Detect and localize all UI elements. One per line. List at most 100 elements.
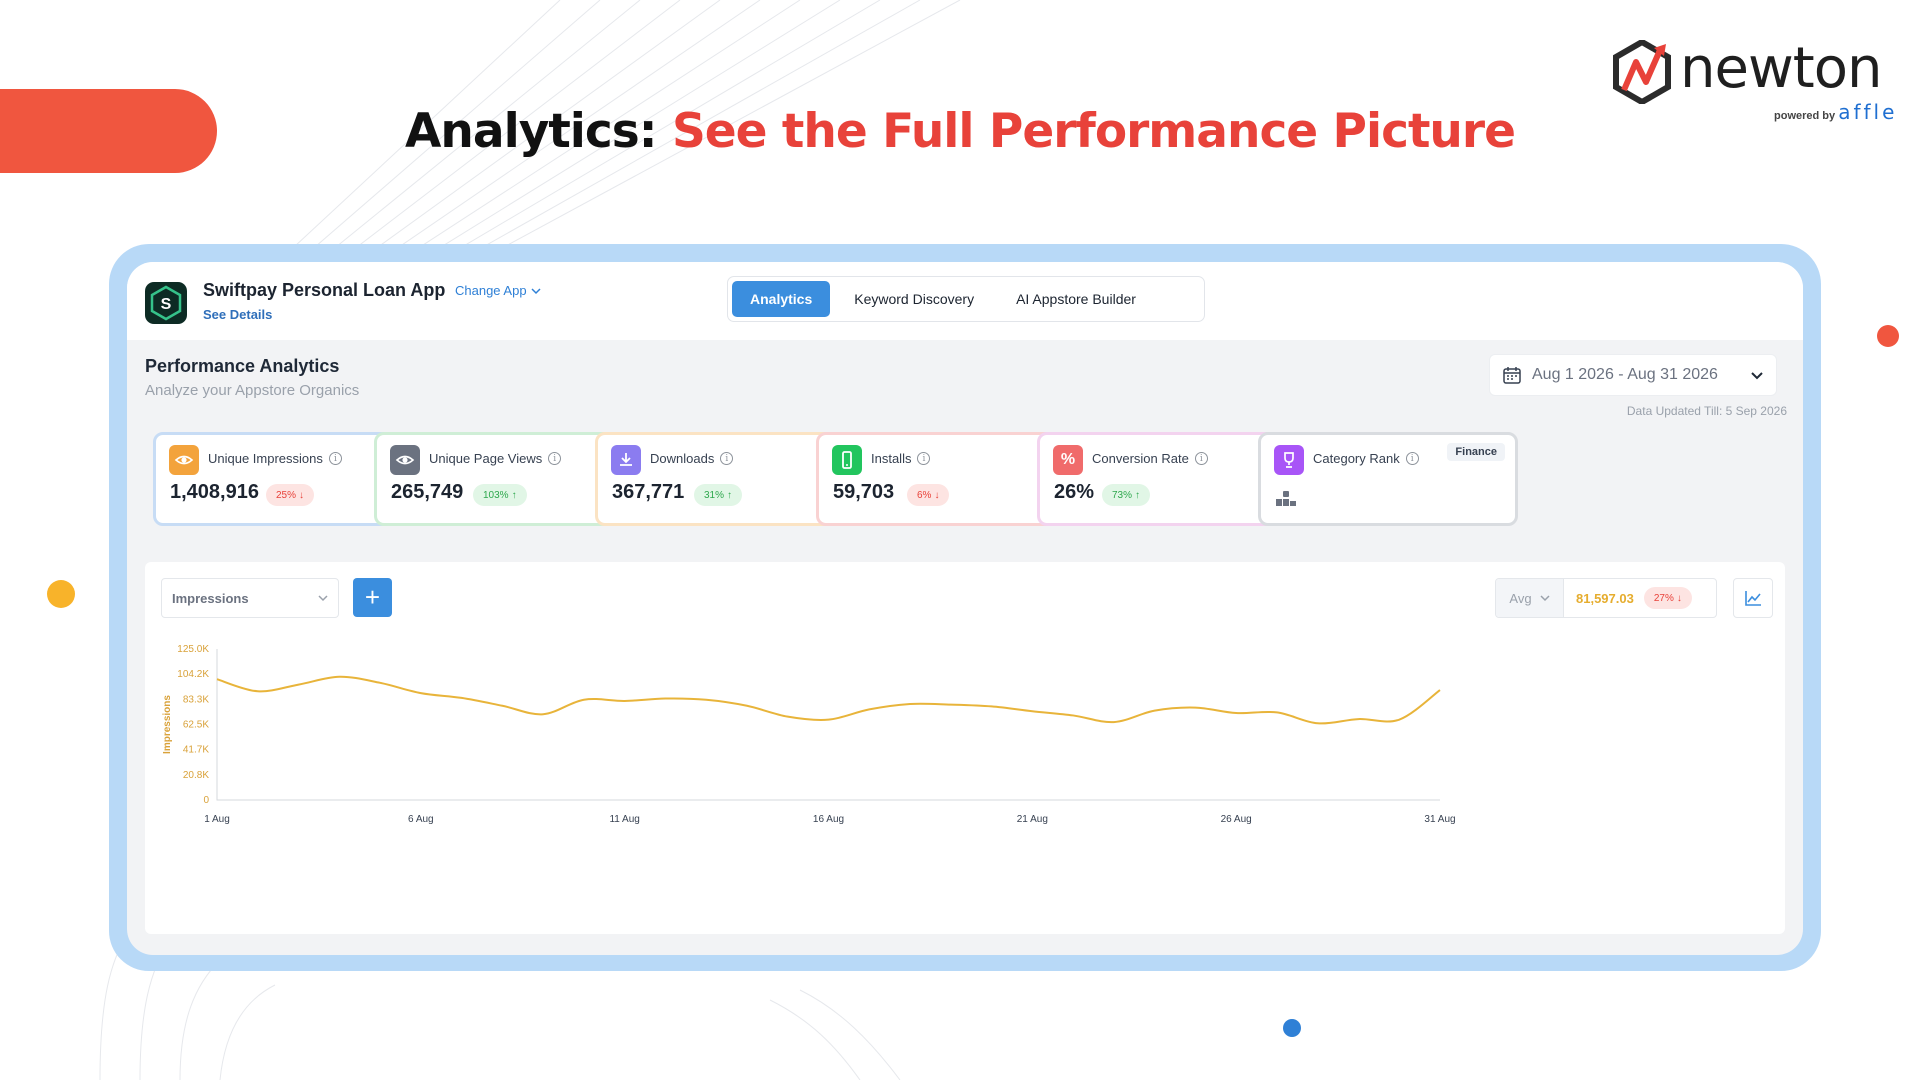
info-icon[interactable]: i [720,452,734,465]
date-range-picker[interactable]: Aug 1 2026 - Aug 31 2026 [1489,354,1777,396]
app-icon: S [145,282,187,324]
main-tabs: Analytics Keyword Discovery AI Appstore … [727,276,1205,322]
average-value: 81,597.03 [1576,590,1634,606]
metric-label: Conversion Rate [1092,451,1189,466]
change-app-button[interactable]: Change App [455,283,541,298]
y-tick-label: 104.2K [177,669,209,680]
y-tick-label: 41.7K [183,745,209,756]
metric-change-badge: 103% ↑ [473,484,527,506]
y-tick-label: 62.5K [183,720,209,731]
info-icon[interactable]: i [1194,452,1208,465]
metric-card-unique-page-views[interactable]: Unique Page Views i 265,749 103% ↑ [374,432,634,526]
app-name: Swiftpay Personal Loan App [203,280,446,300]
average-change-badge: 27% ↓ [1643,587,1692,609]
arrow-down-icon: ↓ [299,489,305,501]
eye-icon [390,445,420,475]
arrow-up-icon: ↑ [511,489,517,501]
metric-card-installs[interactable]: Installs i 59,703 6% ↓ [816,432,1076,526]
calendar-icon [1503,367,1521,384]
chevron-down-icon [1751,372,1763,380]
metric-card-downloads[interactable]: Downloads i 367,771 31% ↑ [595,432,855,526]
x-tick-label: 16 Aug [813,814,844,825]
decorative-orange-dot [47,580,75,608]
arrow-up-icon: ↑ [727,489,733,501]
info-icon[interactable]: i [328,452,342,465]
y-tick-label: 0 [203,795,209,806]
percent-icon: % [1053,445,1083,475]
metric-change-badge: 31% ↑ [694,484,743,506]
metric-value: 367,771 [612,481,685,503]
x-tick-label: 31 Aug [1424,814,1455,825]
average-summary: Avg 81,597.03 27% ↓ [1495,578,1717,618]
affle-wordmark: affle [1838,100,1898,124]
line-chart-icon [1745,591,1761,606]
app-header: S Swiftpay Personal Loan App Change App … [127,262,1803,340]
impressions-series-line [216,675,1441,725]
metric-change-badge: 73% ↑ [1102,484,1151,506]
x-tick-label: 6 Aug [408,814,434,825]
see-details-link[interactable]: See Details [203,307,273,322]
metric-label: Unique Page Views [429,451,543,466]
chevron-down-icon [531,287,541,294]
svg-text:S: S [161,296,172,313]
x-tick-label: 1 Aug [204,814,230,825]
section-subtitle: Analyze your Appstore Organics [145,382,360,399]
dashboard-screen: S Swiftpay Personal Loan App Change App … [127,262,1803,955]
arrow-up-icon: ↑ [1135,489,1141,501]
section-title: Performance Analytics [145,356,340,376]
chevron-down-icon [318,595,328,602]
metric-value: 265,749 [391,481,464,503]
trophy-icon [1274,445,1304,475]
phone-icon [832,445,862,475]
metric-value: 26% [1054,481,1095,503]
info-icon[interactable]: i [1405,452,1419,465]
arrow-down-icon: ↓ [1676,592,1682,604]
newton-mark-icon [1613,40,1671,104]
headline-prefix: Analytics: [405,104,658,159]
x-tick-label: 21 Aug [1017,814,1048,825]
x-tick-label: 26 Aug [1221,814,1252,825]
arrow-down-icon: ↓ [934,489,940,501]
tab-ai-appstore-builder[interactable]: AI Appstore Builder [1016,291,1136,307]
data-updated-label: Data Updated Till: 5 Sep 2026 [1626,404,1787,418]
download-icon [611,445,641,475]
metric-label: Unique Impressions [208,451,323,466]
metric-label: Category Rank [1313,451,1400,466]
metric-label: Downloads [650,451,715,466]
y-tick-label: 83.3K [183,694,209,705]
metric-select-dropdown[interactable]: Impressions [161,578,339,618]
y-axis-title: Impressions [162,695,173,754]
chart-axes [216,649,1440,801]
tab-analytics[interactable]: Analytics [732,281,831,317]
add-metric-button[interactable]: + [353,578,392,617]
tab-keyword-discovery[interactable]: Keyword Discovery [854,291,975,307]
metric-value: 1,408,916 [170,481,259,503]
chevron-down-icon [1540,595,1550,602]
metric-change-badge: 6% ↓ [907,484,950,506]
info-icon[interactable]: i [917,452,931,465]
decorative-blue-dot [1283,1019,1301,1037]
date-range-label: Aug 1 2026 - Aug 31 2026 [1532,366,1718,383]
aggregate-select[interactable]: Avg [1496,579,1564,617]
y-tick-label: 20.8K [183,770,209,781]
metric-change-badge: 25% ↓ [266,484,315,506]
brand-powered-by: powered by affle [1774,100,1898,124]
decorative-red-dot [1877,325,1899,347]
info-icon[interactable]: i [548,452,562,465]
metric-value: 59,703 [833,481,895,503]
metric-card-category-rank[interactable]: Category Rank i Finance [1258,432,1518,526]
podium-icon [1276,491,1296,506]
page-headline: Analytics: See the Full Performance Pict… [0,104,1920,159]
headline-title: See the Full Performance Picture [671,104,1516,159]
eye-icon [169,445,199,475]
newton-logo: newton powered by affle [1612,36,1902,126]
impressions-line-chart: 0 20.8K 41.7K 62.5K 83.3K 104.2K 125.0K 1 Aug 6 … [162,644,1456,825]
brand-name: newton [1680,36,1882,101]
metric-card-unique-impressions[interactable]: Unique Impressions i 1,408,916 25% ↓ [153,432,413,526]
category-badge: Finance [1447,443,1505,461]
decorative-red-pill [0,89,217,173]
chart-type-button[interactable] [1733,578,1773,618]
y-tick-label: 125.0K [177,644,209,655]
metric-label: Installs [871,451,912,466]
chart-card: Impressions + Avg 81,597.03 27% ↓ 0 20.8K 4… [145,562,1785,934]
